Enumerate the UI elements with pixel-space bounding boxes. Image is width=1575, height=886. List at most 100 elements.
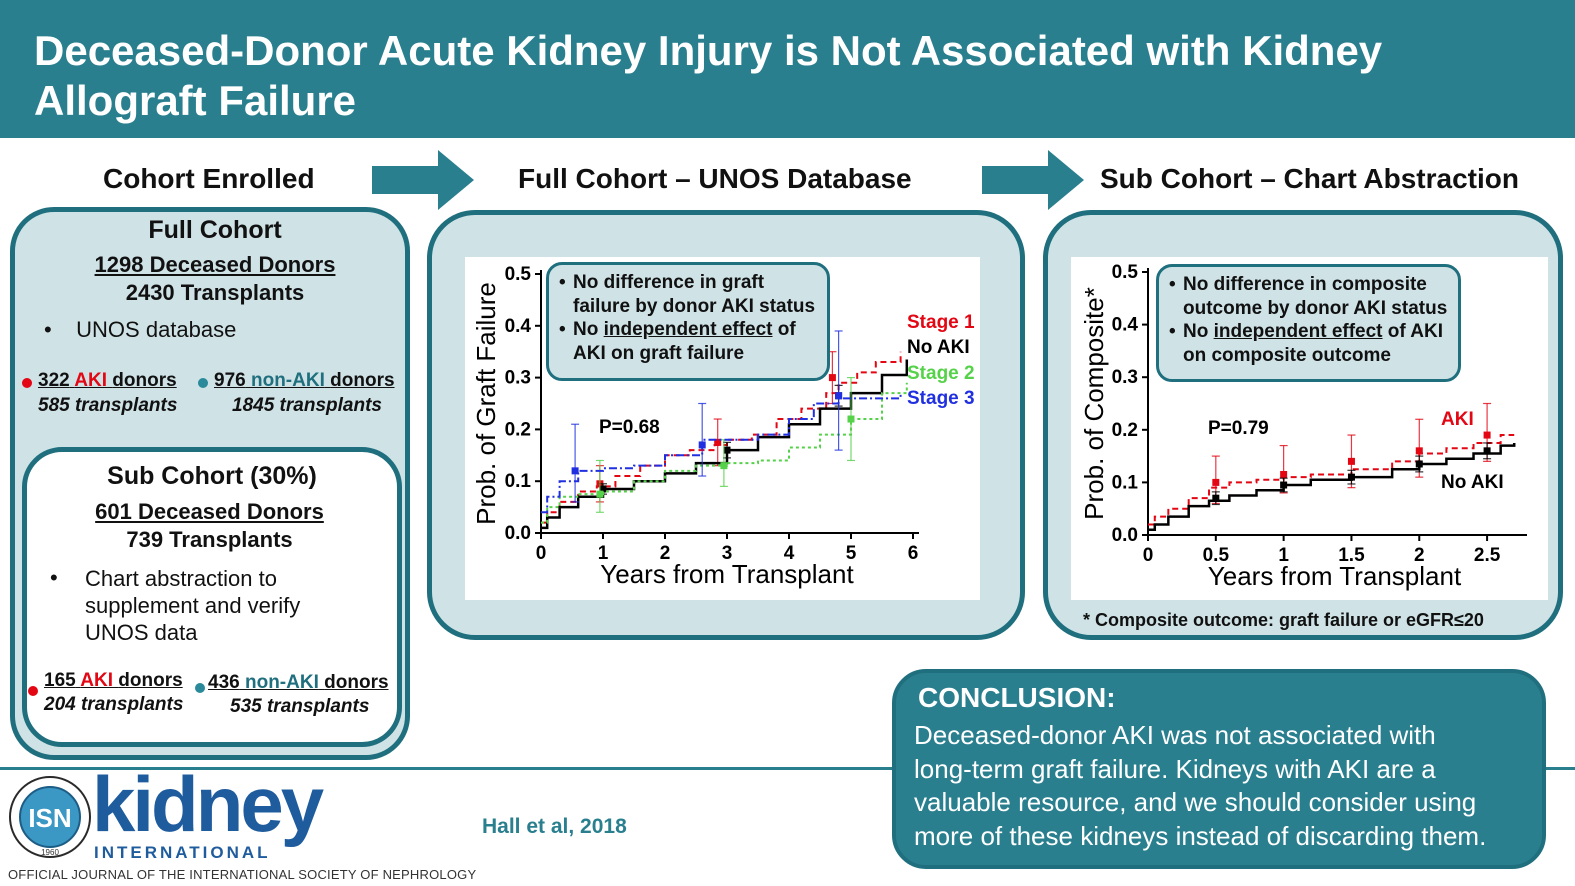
sub-nonaki-donors: 436 non-AKI donors — [208, 672, 389, 693]
y-axis-title: Prob. of Composite* — [1079, 287, 1109, 520]
sub-aki-donors: 165 AKI donors — [44, 670, 183, 691]
arrow-right-icon — [372, 150, 474, 210]
sub-cohort-bullet: Chart abstraction to supplement and veri… — [85, 566, 301, 645]
data-point — [596, 490, 604, 498]
kidney-brand-logo: kidney — [92, 760, 324, 848]
data-point — [1212, 494, 1220, 502]
data-point — [1483, 447, 1491, 455]
data-point — [1415, 460, 1423, 468]
series-line-stage-3 — [541, 393, 902, 514]
x-tick-label: 1.5 — [1338, 545, 1365, 566]
series-line-aki — [1148, 434, 1515, 526]
conclusion-text: Deceased-donor AKI was not associated wi… — [914, 720, 1487, 851]
series-line-no-aki — [1148, 442, 1516, 531]
x-tick-label: 6 — [908, 543, 919, 564]
isn-seal-year: 1960 — [41, 848, 59, 857]
sub-cohort-title: Sub Cohort (30%) — [107, 462, 317, 490]
composite-footnote: * Composite outcome: graft failure or eG… — [1083, 610, 1484, 630]
y-tick-label: 0.0 — [505, 523, 531, 544]
page-title: Deceased-Donor Acute Kidney Injury is No… — [34, 27, 1383, 124]
x-tick-label: 2 — [660, 543, 671, 564]
full-cohort-transplants: 2430 Transplants — [125, 280, 305, 305]
isn-seal-text: ISN — [28, 803, 71, 833]
sub-cohort-bullet-marker: • — [50, 565, 58, 590]
data-point — [1212, 478, 1220, 486]
data-point — [698, 441, 706, 449]
y-tick-label: 0.5 — [505, 264, 532, 285]
isn-seal-logo: ISN 1960 — [9, 776, 91, 858]
series-label-stage-3: Stage 3 — [907, 388, 975, 409]
kidney-brand-sub: INTERNATIONAL — [94, 843, 271, 862]
y-tick-label: 0.1 — [505, 471, 532, 492]
y-tick-label: 0.2 — [1112, 420, 1138, 441]
sub-cohort-box — [22, 447, 402, 747]
arrow-right-icon — [982, 150, 1084, 210]
y-axis-title: Prob. of Graft Failure — [471, 282, 501, 525]
aki-dot-icon — [28, 686, 38, 696]
full-nonaki-transplants: 1845 transplants — [232, 395, 382, 416]
y-tick-label: 0.5 — [1112, 262, 1139, 283]
non-aki-dot-icon — [198, 378, 208, 388]
data-point — [1415, 447, 1423, 455]
x-axis-title: Years from Transplant — [600, 559, 854, 589]
sub-cohort-donors: 601 Deceased Donors — [95, 499, 324, 524]
y-tick-label: 0.4 — [505, 316, 532, 337]
conclusion-heading: CONCLUSION: — [918, 682, 1116, 713]
x-tick-label: 0 — [536, 543, 547, 564]
section-full-cohort: Full Cohort – UNOS Database — [518, 163, 912, 194]
data-point — [571, 467, 579, 475]
data-point — [1280, 471, 1288, 479]
aki-dot-icon — [22, 378, 32, 388]
footer-divider — [0, 767, 1575, 770]
conclusion-box — [892, 669, 1546, 869]
section-cohort-enrolled: Cohort Enrolled — [103, 163, 315, 194]
x-tick-label: 1 — [1278, 545, 1289, 566]
data-point — [847, 415, 855, 423]
p-value-annotation: P=0.79 — [1208, 418, 1269, 439]
y-tick-label: 0.3 — [1112, 367, 1138, 388]
y-tick-label: 0.1 — [1112, 472, 1139, 493]
sub-cohort-transplants: 739 Transplants — [126, 527, 293, 552]
full-cohort-title: Full Cohort — [148, 216, 282, 244]
data-point — [1280, 481, 1288, 489]
full-nonaki-donors: 976 non-AKI donors — [214, 370, 395, 391]
x-tick-label: 0 — [1143, 545, 1154, 566]
series-label-aki: AKI — [1441, 409, 1474, 430]
data-point — [1347, 473, 1355, 481]
x-tick-label: 1 — [598, 543, 609, 564]
series-label-stage-1: Stage 1 — [907, 312, 975, 333]
data-point — [723, 446, 731, 454]
full-aki-transplants: 585 transplants — [38, 395, 178, 416]
section-sub-cohort: Sub Cohort – Chart Abstraction — [1100, 163, 1519, 194]
y-tick-label: 0.0 — [1112, 525, 1138, 546]
x-tick-label: 4 — [784, 543, 795, 564]
x-tick-label: 2 — [1414, 545, 1425, 566]
series-label-no-aki: No AKI — [907, 337, 970, 358]
data-point — [714, 438, 722, 446]
full-cohort-donors: 1298 Deceased Donors — [94, 252, 336, 277]
y-tick-label: 0.4 — [1112, 315, 1139, 336]
data-point — [835, 392, 843, 400]
data-point — [828, 374, 836, 382]
x-axis-title: Years from Transplant — [1208, 561, 1462, 591]
title-bar — [0, 0, 1575, 138]
full-cohort-bullet: • UNOS database — [44, 317, 237, 342]
series-label-no-aki: No AKI — [1441, 472, 1504, 493]
y-tick-label: 0.3 — [505, 368, 531, 389]
data-point — [1347, 457, 1355, 465]
series-label-stage-2: Stage 2 — [907, 363, 975, 384]
x-tick-label: 2.5 — [1474, 545, 1501, 566]
data-point — [1483, 431, 1491, 439]
citation: Hall et al, 2018 — [482, 815, 627, 838]
sub-nonaki-transplants: 535 transplants — [230, 696, 370, 717]
journal-tagline: OFFICIAL JOURNAL OF THE INTERNATIONAL SO… — [8, 867, 477, 882]
p-value-annotation: P=0.68 — [599, 417, 660, 438]
data-point — [599, 485, 607, 493]
